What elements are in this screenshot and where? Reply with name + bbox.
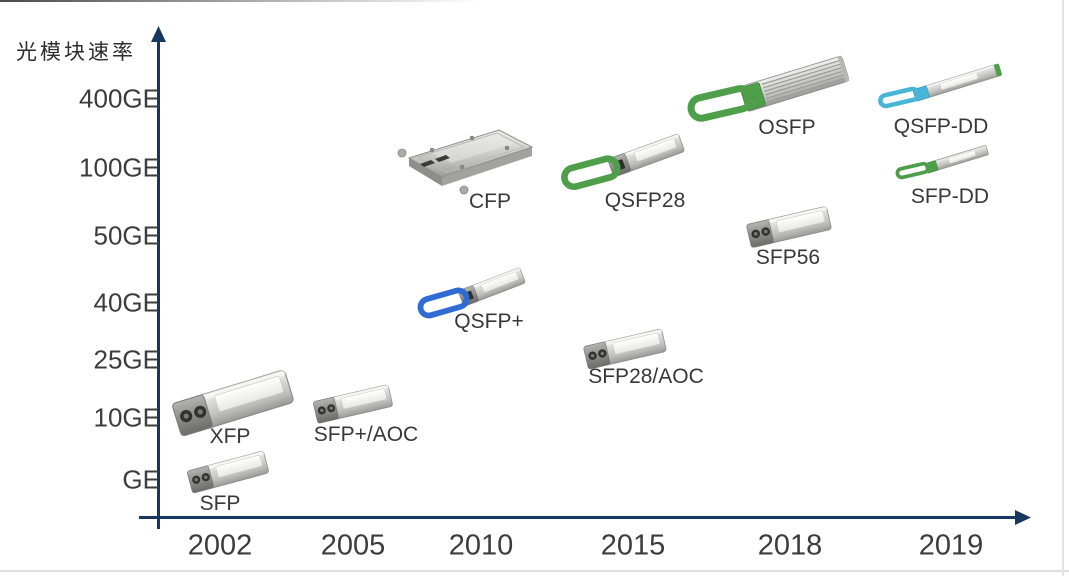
x-tick-label: 2010 — [448, 529, 514, 562]
sfp-dd-module-image — [895, 145, 989, 180]
module-label: OSFP — [758, 116, 816, 139]
x-axis-arrow-icon — [1015, 510, 1031, 525]
qsfp-plus-module-image — [417, 267, 526, 319]
y-tick-label: 100GE — [79, 152, 160, 183]
y-tick-label: 25GE — [93, 344, 161, 375]
module-label: SFP28/AOC — [588, 365, 704, 388]
x-tick-label: 2018 — [757, 529, 823, 562]
y-tick-label: GE — [122, 464, 160, 495]
x-tick-label: 2015 — [600, 529, 666, 562]
axes — [139, 26, 1031, 529]
screenshot-bottom-edge-artifact — [0, 570, 1069, 572]
module-label: QSFP28 — [604, 189, 686, 212]
sfp-plus-aoc-module-image — [312, 384, 394, 424]
sfp-module-image — [186, 450, 270, 494]
y-axis-title: 光模块速率 — [16, 40, 136, 64]
screenshot-right-edge-artifact — [1062, 0, 1064, 576]
x-tick-label: 2005 — [320, 529, 386, 562]
x-tick-label: 2002 — [187, 529, 253, 562]
osfp-module-image — [687, 55, 850, 122]
qsfp28-module-image — [561, 133, 686, 191]
module-label: SFP — [199, 492, 241, 515]
sfp28-aoc-module-image — [583, 328, 667, 370]
x-tick-label: 2019 — [918, 529, 984, 562]
module-label: SFP56 — [755, 246, 821, 269]
module-label: QSFP-DD — [893, 115, 989, 138]
sfp56-module-image — [745, 205, 833, 249]
y-tick-label: 400GE — [79, 83, 160, 114]
y-axis-arrow-icon — [151, 26, 166, 42]
module-label: CFP — [469, 190, 511, 213]
y-tick-label: 10GE — [93, 402, 161, 433]
module-label: SFP-DD — [910, 185, 990, 208]
y-tick-label: 50GE — [93, 220, 161, 251]
qsfp-dd-module-image — [878, 63, 1002, 109]
module-label: SFP+/AOC — [313, 423, 419, 446]
module-label: QSFP+ — [454, 310, 524, 333]
y-tick-label: 40GE — [93, 287, 161, 318]
screenshot-top-edge-artifact — [0, 0, 480, 2]
cfp-module-image — [397, 129, 534, 195]
module-label: XFP — [209, 425, 251, 448]
